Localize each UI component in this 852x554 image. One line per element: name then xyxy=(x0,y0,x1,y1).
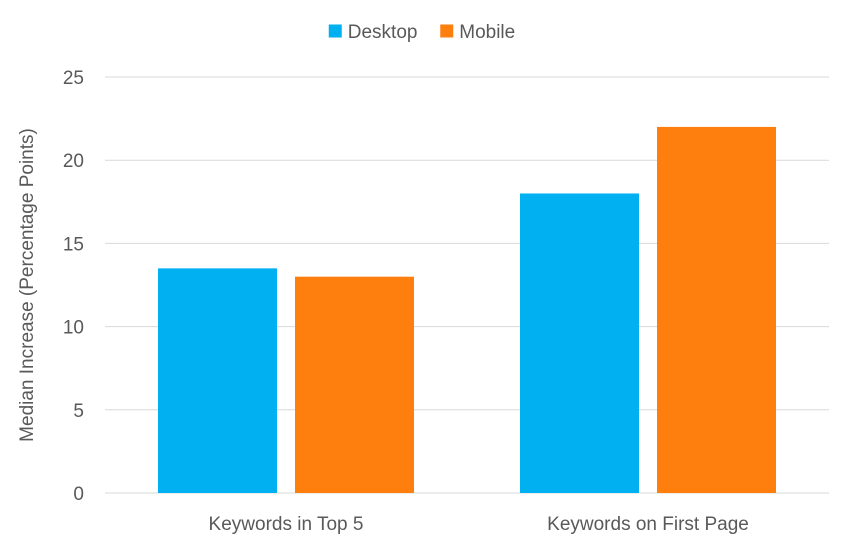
y-axis-title: Median Increase (Percentage Points) xyxy=(17,128,38,442)
legend-swatch-mobile xyxy=(440,24,454,38)
legend-label-desktop: Desktop xyxy=(348,22,418,43)
legend-label-mobile: Mobile xyxy=(459,22,515,43)
legend-swatch-desktop xyxy=(328,24,342,38)
y-tick-label: 25 xyxy=(63,68,84,89)
y-axis-ticks: 0 5 10 15 20 25 xyxy=(63,68,84,505)
bar-mobile-2 xyxy=(657,126,776,494)
x-axis-categories: Keywords in Top 5 Keywords on First Page xyxy=(209,514,749,535)
y-tick-label: 10 xyxy=(63,318,84,339)
y-tick-label: 20 xyxy=(63,151,84,172)
bar-desktop-1 xyxy=(158,268,277,493)
bar-desktop-2 xyxy=(520,193,639,494)
y-tick-label: 15 xyxy=(63,234,84,255)
legend: Desktop Mobile xyxy=(328,22,515,43)
bars xyxy=(158,126,776,494)
y-tick-label: 5 xyxy=(73,401,84,422)
x-category-label: Keywords on First Page xyxy=(547,514,749,535)
x-category-label: Keywords in Top 5 xyxy=(209,514,364,535)
bar-mobile-1 xyxy=(295,276,414,493)
y-tick-label: 0 xyxy=(73,484,84,505)
